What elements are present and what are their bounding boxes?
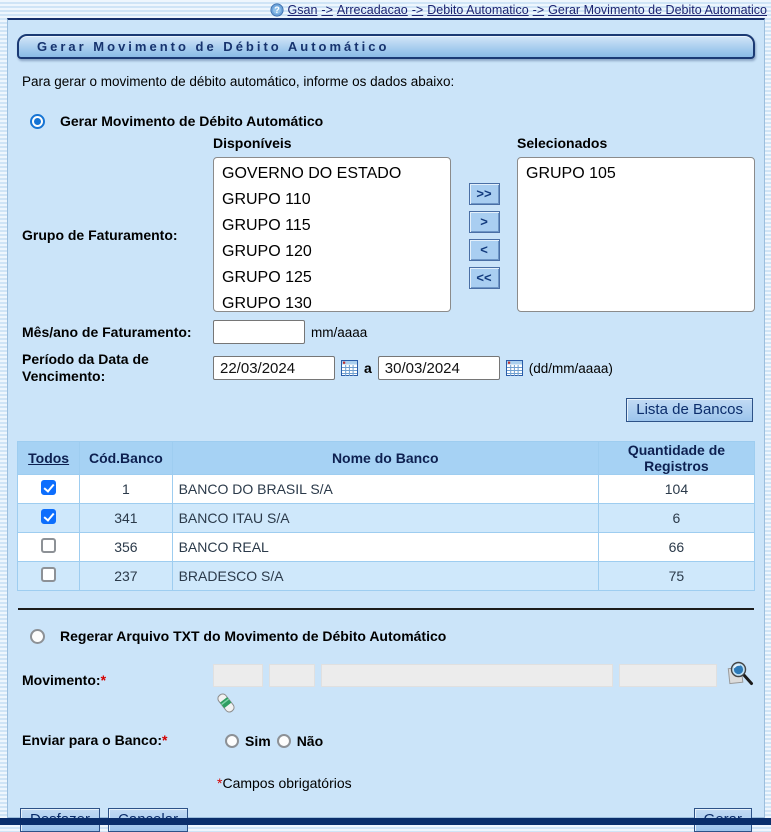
mes-ano-hint: mm/aaaa — [311, 324, 368, 340]
grupo-faturamento-section: Disponíveis Selecionados Grupo de Fatura… — [17, 135, 755, 312]
breadcrumb-separator: -> — [411, 2, 424, 17]
enviar-banco-label-text: Enviar para o Banco: — [22, 732, 163, 748]
required-asterisk: * — [100, 672, 107, 688]
periodo-to-input[interactable] — [377, 356, 500, 380]
transfer-buttons: >> > < << — [451, 157, 517, 312]
movimento-field-3 — [321, 664, 613, 687]
radio-regerar-arquivo[interactable] — [30, 628, 45, 644]
radio-nao-label[interactable]: Não — [296, 732, 324, 749]
cell-quantidade: 104 — [598, 475, 754, 503]
move-all-right-button[interactable]: >> — [468, 183, 500, 205]
breadcrumb-link-gsan[interactable]: Gsan — [287, 2, 318, 17]
row-checkbox[interactable] — [41, 567, 57, 582]
movimento-field-4 — [619, 664, 717, 687]
select-all-link[interactable]: Todos — [28, 450, 70, 466]
banks-table: Todos Cód.Banco Nome do Banco Quantidade… — [17, 441, 755, 591]
list-item[interactable]: GRUPO 125 — [222, 269, 312, 286]
col-header-codigo: Cód.Banco — [80, 442, 172, 474]
bottom-frame-bar — [0, 818, 771, 825]
enviar-banco-label: Enviar para o Banco:* — [17, 732, 213, 749]
table-row: 341 BANCO ITAU S/A 6 — [18, 504, 754, 532]
list-item[interactable]: GRUPO 120 — [222, 243, 312, 260]
movimento-field-2 — [269, 664, 315, 687]
page-title-text: Gerar Movimento de Débito Automático — [37, 39, 390, 54]
eraser-icon[interactable] — [216, 691, 236, 715]
list-item[interactable]: GRUPO 105 — [526, 165, 616, 182]
radio-sim[interactable] — [225, 733, 239, 748]
row-checkbox[interactable] — [41, 509, 57, 524]
calendar-icon[interactable] — [341, 360, 358, 376]
selected-list-label: Selecionados — [517, 135, 608, 151]
col-header-quantidade: Quantidade de Registros — [598, 442, 754, 474]
search-icon[interactable] — [727, 661, 754, 688]
periodo-range-separator: a — [364, 360, 372, 376]
periodo-label-line1: Período da Data de — [22, 351, 149, 367]
mes-ano-input[interactable] — [213, 320, 305, 344]
cell-nome: BANCO REAL — [172, 533, 598, 561]
periodo-from-input[interactable] — [213, 356, 335, 380]
required-note-text: Campos obrigatórios — [222, 775, 352, 791]
list-item[interactable]: GRUPO 115 — [222, 217, 311, 234]
intro-text: Para gerar o movimento de débito automát… — [22, 74, 455, 89]
periodo-hint: (dd/mm/aaaa) — [528, 360, 613, 376]
page-content: Gerar Movimento de Débito Automático Par… — [7, 18, 765, 832]
move-left-button[interactable]: < — [468, 239, 500, 261]
breadcrumb-link-gerar-movimento[interactable]: Gerar Movimento de Debito Automatico — [548, 2, 767, 17]
required-asterisk: * — [217, 775, 223, 791]
cell-codigo: 237 — [80, 562, 172, 590]
radio-sim-label[interactable]: Sim — [245, 732, 271, 749]
movimento-label-text: Movimento: — [22, 672, 101, 688]
table-row: 356 BANCO REAL 66 — [18, 533, 754, 561]
available-list-label: Disponíveis — [213, 135, 292, 151]
section-divider — [18, 608, 754, 610]
table-row: 237 BRADESCO S/A 75 — [18, 562, 754, 590]
breadcrumb-link-arrecadacao[interactable]: Arrecadacao — [336, 2, 408, 17]
help-glyph: ? — [274, 5, 279, 15]
cell-nome: BANCO DO BRASIL S/A — [172, 475, 598, 503]
col-header-nome: Nome do Banco — [172, 442, 598, 474]
cell-quantidade: 66 — [598, 533, 754, 561]
breadcrumb-link-debito-automatico[interactable]: Debito Automatico — [427, 2, 529, 17]
grupo-faturamento-label: Grupo de Faturamento: — [22, 226, 178, 243]
cell-codigo: 356 — [80, 533, 172, 561]
available-listbox[interactable]: GOVERNO DO ESTADO GRUPO 110 GRUPO 115 GR… — [213, 157, 451, 312]
move-all-left-button[interactable]: << — [468, 267, 500, 289]
movimento-label: Movimento:* — [17, 664, 213, 689]
required-asterisk: * — [162, 732, 168, 748]
row-checkbox[interactable] — [41, 538, 57, 553]
cell-nome: BRADESCO S/A — [172, 562, 598, 590]
page-title: Gerar Movimento de Débito Automático — [17, 34, 755, 59]
selected-listbox[interactable]: GRUPO 105 — [517, 157, 755, 312]
calendar-icon[interactable] — [505, 360, 523, 376]
row-checkbox[interactable] — [41, 480, 57, 495]
cell-quantidade: 6 — [598, 504, 754, 532]
table-row: 1 BANCO DO BRASIL S/A 104 — [18, 475, 754, 503]
movimento-field-1 — [213, 664, 263, 687]
help-icon[interactable]: ? — [269, 2, 284, 17]
table-header-row: Todos Cód.Banco Nome do Banco Quantidade… — [18, 442, 754, 474]
breadcrumb: ? Gsan -> Arrecadacao -> Debito Automati… — [0, 1, 767, 18]
lista-de-bancos-button[interactable]: Lista de Bancos — [626, 398, 753, 422]
list-item[interactable]: GRUPO 110 — [222, 191, 311, 208]
move-right-button[interactable]: > — [468, 211, 500, 233]
cell-quantidade: 75 — [598, 562, 754, 590]
cell-codigo: 1 — [80, 475, 172, 503]
list-item[interactable]: GOVERNO DO ESTADO — [222, 165, 402, 182]
radio-regerar-arquivo-label[interactable]: Regerar Arquivo TXT do Movimento de Débi… — [60, 628, 447, 644]
breadcrumb-separator: -> — [321, 2, 333, 17]
periodo-vencimento-label: Período da Data de Vencimento: — [17, 351, 213, 385]
cell-codigo: 341 — [80, 504, 172, 532]
radio-nao[interactable] — [276, 733, 291, 748]
radio-gerar-movimento-label[interactable]: Gerar Movimento de Débito Automático — [60, 113, 324, 129]
list-item[interactable]: GRUPO 130 — [222, 295, 312, 312]
cell-nome: BANCO ITAU S/A — [172, 504, 598, 532]
periodo-label-line2: Vencimento: — [22, 368, 106, 384]
breadcrumb-separator: -> — [532, 2, 545, 17]
mes-ano-label: Mês/ano de Faturamento: — [22, 323, 192, 340]
required-fields-note: *Campos obrigatórios — [217, 775, 755, 791]
radio-gerar-movimento[interactable] — [30, 113, 45, 129]
